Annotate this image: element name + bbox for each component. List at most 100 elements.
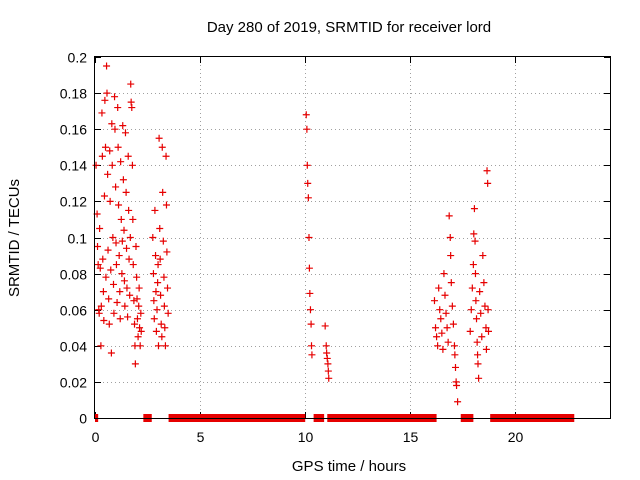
data-point <box>112 239 120 247</box>
axis-ticks: 0 0.02 0.04 0.06 0.08 0.1 0.12 0.14 0.16 0.18 0.2 0… <box>60 50 610 445</box>
data-point <box>159 188 167 196</box>
x-tick-label: 15 <box>403 429 419 445</box>
data-point <box>323 349 331 357</box>
data-point <box>134 333 142 341</box>
data-point <box>118 237 126 245</box>
data-point <box>161 342 169 350</box>
data-point <box>98 109 106 117</box>
data-point <box>113 298 121 306</box>
data-point <box>136 324 144 332</box>
data-point <box>97 302 105 310</box>
data-point <box>162 201 170 209</box>
data-point <box>468 284 476 292</box>
data-point <box>156 224 164 232</box>
data-point <box>100 192 108 200</box>
data-point <box>466 327 474 335</box>
data-point <box>158 143 166 151</box>
data-point <box>446 234 454 241</box>
data-point <box>152 327 160 335</box>
data-point <box>96 264 104 272</box>
data-point <box>149 234 157 241</box>
data-point <box>478 333 486 341</box>
data-point <box>106 197 114 205</box>
data-point <box>448 302 456 310</box>
data-point <box>308 351 316 359</box>
data-point <box>124 313 132 321</box>
data-point <box>106 147 114 155</box>
data-point <box>118 270 126 278</box>
data-point <box>307 320 315 328</box>
data-point <box>154 261 162 269</box>
data-point <box>105 320 113 328</box>
data-point <box>164 284 172 292</box>
data-point <box>322 342 330 350</box>
data-point <box>305 264 313 272</box>
data-point <box>127 80 135 88</box>
data-point <box>303 125 311 133</box>
data-point <box>485 327 493 335</box>
y-tick-label: 0.04 <box>60 339 87 355</box>
data-point <box>115 252 123 260</box>
data-point <box>96 224 104 232</box>
y-tick-label: 0 <box>79 411 87 427</box>
data-point <box>325 374 333 382</box>
data-point <box>103 89 111 97</box>
data-point <box>484 179 492 187</box>
data-point <box>158 333 166 341</box>
data-point <box>115 201 123 209</box>
y-tick-label: 0.1 <box>68 231 88 247</box>
data-point <box>454 398 462 406</box>
data-point <box>123 244 131 252</box>
data-point <box>441 291 449 299</box>
data-point <box>160 302 168 310</box>
data-point <box>473 338 481 346</box>
data-point <box>480 279 488 287</box>
data-point <box>304 194 312 202</box>
data-point <box>306 306 314 314</box>
data-point <box>97 342 105 350</box>
data-point <box>450 342 458 350</box>
x-tick-label: 0 <box>92 429 100 445</box>
data-point <box>150 315 158 323</box>
y-tick-label: 0.18 <box>60 86 87 102</box>
data-point <box>477 309 485 317</box>
data-point <box>98 152 106 160</box>
x-tick-label: 5 <box>197 429 205 445</box>
data-point <box>125 255 133 263</box>
data-point <box>484 306 492 314</box>
data-point <box>153 306 161 314</box>
data-point <box>435 284 443 292</box>
data-point <box>149 270 157 278</box>
data-point <box>150 297 158 305</box>
data-point <box>128 104 136 112</box>
data-point <box>107 349 115 357</box>
data-point <box>305 234 313 241</box>
data-point <box>157 320 165 328</box>
data-point <box>452 363 459 371</box>
data-point <box>112 183 120 191</box>
data-point <box>131 320 139 328</box>
data-point <box>107 266 115 274</box>
data-point <box>137 327 145 335</box>
data-point <box>306 289 314 297</box>
data-point <box>439 345 447 353</box>
data-point <box>131 360 139 368</box>
data-point <box>475 374 483 382</box>
data-point <box>430 297 438 305</box>
data-point <box>437 315 445 323</box>
data-point <box>117 215 125 223</box>
data-point <box>129 261 137 269</box>
data-point <box>472 297 480 305</box>
data-point <box>467 306 475 314</box>
data-point <box>157 291 165 299</box>
data-point <box>155 134 163 142</box>
data-point <box>474 360 482 368</box>
data-point <box>112 261 120 269</box>
data-point <box>121 129 129 137</box>
data-point <box>92 161 100 169</box>
data-point <box>117 158 125 166</box>
data-point <box>308 342 316 350</box>
data-point <box>126 291 134 299</box>
data-point <box>471 237 479 245</box>
